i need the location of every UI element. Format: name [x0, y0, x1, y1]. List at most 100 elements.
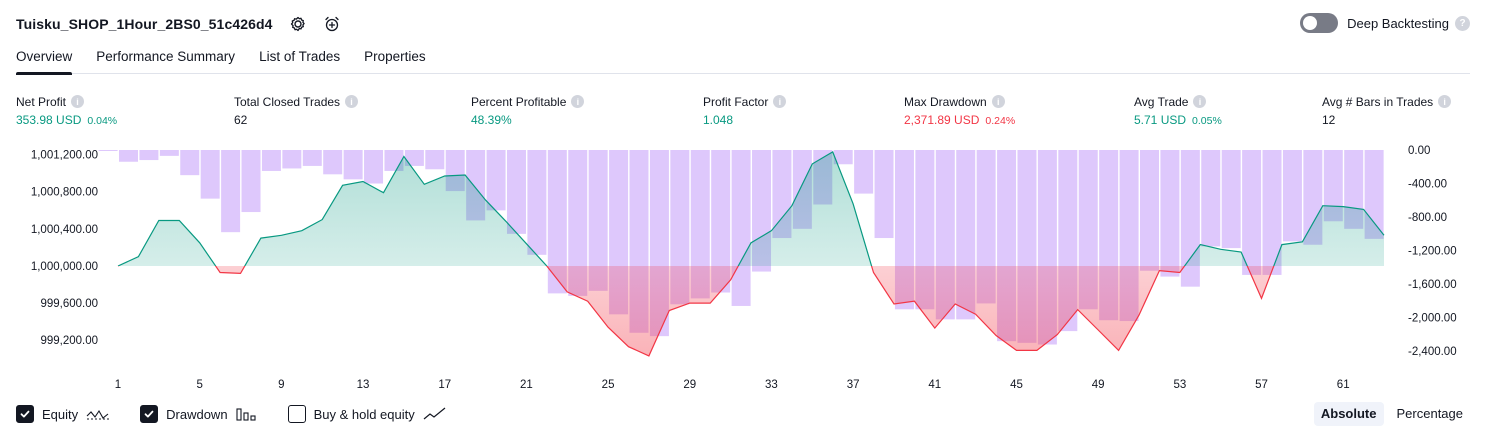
drawdown-bar: [1221, 150, 1241, 249]
add-alert-icon[interactable]: [323, 15, 341, 33]
percentage-button[interactable]: Percentage: [1396, 406, 1464, 421]
deep-backtesting: Deep Backtesting ?: [1300, 13, 1470, 33]
x-axis-label: 41: [928, 379, 941, 391]
chart-legend: Equity Drawdown Buy & hold equity Absolu…: [16, 402, 1470, 426]
checkbox-checked-icon: [16, 405, 34, 423]
drawdown-bar: [404, 150, 424, 166]
metric-value: 2,371.89 USD: [904, 113, 980, 127]
metric-avg-trade: Avg Trade i 5.71 USD 0.05%: [1134, 94, 1222, 128]
metric-label: Net Profit: [16, 94, 67, 109]
drawdown-bar: [425, 150, 445, 170]
equity-checkbox[interactable]: Equity: [16, 405, 110, 423]
metric-label: Percent Profitable: [471, 94, 567, 109]
tab-performance-summary[interactable]: Performance Summary: [96, 49, 236, 64]
metric-value: 62: [234, 113, 248, 127]
help-icon[interactable]: ?: [1455, 15, 1470, 31]
info-icon[interactable]: i: [1438, 95, 1452, 108]
drawdown-bar: [874, 150, 894, 239]
drawdown-bar: [221, 150, 241, 233]
absolute-button[interactable]: Absolute: [1313, 402, 1384, 426]
drawdown-bar: [1282, 150, 1302, 242]
x-axis-label: 25: [602, 379, 615, 391]
drawdown-bar: [486, 150, 506, 211]
drawdown-bar: [731, 150, 751, 306]
x-axis-label: 17: [438, 379, 451, 391]
deep-backtesting-toggle[interactable]: [1300, 13, 1339, 33]
buy-hold-checkbox[interactable]: Buy & hold equity: [287, 405, 447, 423]
x-axis-label: 5: [196, 379, 202, 391]
drawdown-bar: [343, 150, 363, 180]
drawdown-axis-label: -1,600.00: [1408, 279, 1457, 291]
drawdown-bar: [833, 150, 853, 165]
checkbox-checked-icon: [140, 405, 159, 423]
metric-label: Total Closed Trades: [234, 94, 341, 109]
info-icon[interactable]: i: [773, 95, 787, 108]
metric-label: Max Drawdown: [904, 94, 987, 109]
metric-profit-factor: Profit Factor i 1.048: [703, 94, 787, 127]
metric-percent-profitable: Percent Profitable i 48.39%: [471, 94, 585, 127]
drawdown-bar: [1201, 150, 1221, 247]
drawdown-bar: [119, 150, 138, 162]
drawdown-bar: [323, 150, 343, 175]
x-axis-label: 1: [115, 379, 121, 391]
x-axis-label: 33: [765, 379, 778, 391]
metric-total-closed-trades: Total Closed Trades i 62: [234, 94, 359, 127]
x-axis-label: 53: [1173, 379, 1186, 391]
equity-axis-label: 1,001,200.00: [31, 150, 98, 162]
info-icon[interactable]: i: [345, 95, 359, 108]
drawdown-bar: [670, 150, 690, 305]
drawdown-bar: [1262, 150, 1282, 275]
drawdown-bar: [711, 150, 731, 293]
x-axis-label: 45: [1010, 379, 1023, 391]
tab-properties[interactable]: Properties: [364, 49, 426, 64]
equity-label: Equity: [42, 406, 79, 422]
metric-net-profit: Net Profit i 353.98 USD 0.04%: [16, 94, 117, 128]
strategy-title: Tuisku_SHOP_1Hour_2BS0_51c426d4: [16, 16, 273, 32]
metric-value: 1.048: [703, 113, 734, 127]
drawdown-bar: [200, 150, 220, 199]
drawdown-axis-label: 0.00: [1408, 145, 1430, 157]
drawdown-bar: [527, 150, 547, 255]
info-icon[interactable]: i: [71, 95, 85, 108]
buy-hold-label: Buy & hold equity: [313, 406, 415, 422]
info-icon[interactable]: i: [1193, 95, 1207, 108]
x-axis-label: 13: [357, 379, 370, 391]
tab-overview[interactable]: Overview: [16, 46, 73, 75]
equity-axis-label: 1,000,400.00: [31, 224, 98, 236]
info-icon[interactable]: i: [571, 95, 585, 108]
display-mode-toggle: Absolute Percentage: [1308, 402, 1470, 426]
metric-label: Profit Factor: [703, 94, 769, 109]
drawdown-bar: [261, 150, 281, 171]
metric-label: Avg Trade: [1134, 94, 1189, 109]
tab-list-of-trades[interactable]: List of Trades: [259, 49, 341, 64]
metric-value: 48.39%: [471, 113, 512, 127]
settings-icon[interactable]: [289, 15, 307, 33]
drawdown-axis-label: -2,400.00: [1408, 346, 1457, 358]
drawdown-bar: [1323, 150, 1343, 222]
drawdown-bar: [302, 150, 322, 166]
drawdown-bar: [98, 150, 118, 151]
drawdown-bar: [241, 150, 261, 213]
drawdown-checkbox[interactable]: Drawdown: [140, 405, 257, 423]
equity-axis-label: 999,600.00: [40, 298, 98, 310]
buy-hold-line-icon: [423, 407, 447, 421]
drawdown-bar: [547, 150, 567, 294]
info-icon[interactable]: i: [991, 95, 1005, 108]
deep-backtesting-label: Deep Backtesting: [1347, 15, 1449, 31]
report-tabs: Overview Performance Summary List of Tra…: [16, 46, 1470, 75]
drawdown-bar: [588, 150, 608, 291]
drawdown-bar: [506, 150, 526, 234]
equity-drawdown-chart: 1,001,200.00 1,000,800.00 1,000,400.00 1,00…: [31, 145, 1457, 391]
drawdown-axis-label: -1,200.00: [1408, 246, 1457, 258]
checkbox-unchecked-icon: [287, 405, 306, 423]
metric-value: 353.98 USD: [16, 113, 82, 127]
drawdown-bar: [364, 150, 384, 184]
metric-label: Avg # Bars in Trades: [1322, 94, 1434, 109]
drawdown-bar: [139, 150, 159, 161]
x-axis-label: 9: [278, 379, 284, 391]
drawdown-bar: [1140, 150, 1159, 271]
drawdown-label: Drawdown: [166, 406, 228, 422]
x-axis-label: 57: [1255, 379, 1268, 391]
drawdown-axis-label: -800.00: [1408, 212, 1447, 224]
drawdown-bar: [1160, 150, 1180, 277]
